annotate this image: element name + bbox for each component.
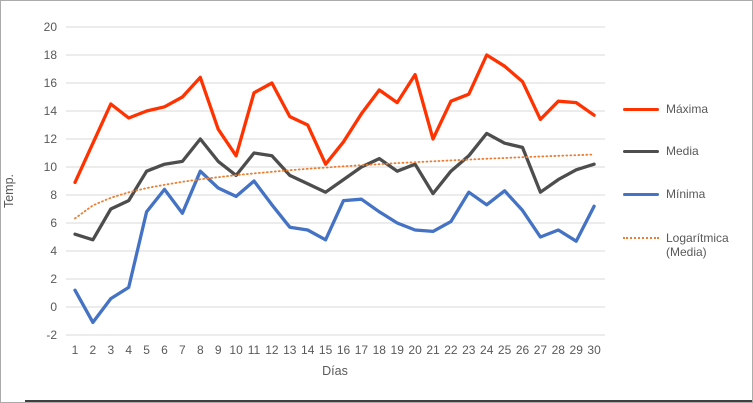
y-tick-label: 0 xyxy=(50,300,57,314)
y-tick-label: 10 xyxy=(44,160,58,174)
x-tick-label: 11 xyxy=(248,343,261,357)
legend-swatch-minima-line xyxy=(623,192,659,196)
x-tick-label: 4 xyxy=(125,343,132,357)
y-tick-label: 2 xyxy=(50,272,57,286)
series-lines xyxy=(73,53,596,325)
series-line-0-data[interactable] xyxy=(73,53,596,185)
series-line-3-trendline[interactable] xyxy=(74,153,595,220)
x-tick-label: 26 xyxy=(516,343,530,357)
x-tick-label: 27 xyxy=(534,343,548,357)
y-tick-label: 18 xyxy=(44,48,58,62)
x-tick-label: 8 xyxy=(197,343,204,357)
x-tick-label: 21 xyxy=(426,343,440,357)
x-tick-label: 25 xyxy=(498,343,512,357)
y-tick-label: 16 xyxy=(44,76,58,90)
x-tick-label: 7 xyxy=(179,343,186,357)
x-tick-label: 13 xyxy=(283,343,297,357)
legend-item-minima[interactable]: Mínima xyxy=(623,187,705,201)
legend-label-minima: Mínima xyxy=(666,187,706,201)
x-tick-label: 16 xyxy=(337,343,351,357)
x-tick-label: 23 xyxy=(462,343,476,357)
x-tick-label: 15 xyxy=(319,343,333,357)
legend-item-maxima[interactable]: Máxima xyxy=(623,102,708,116)
y-tick-label: 6 xyxy=(50,216,57,230)
legend-item-logaritmica[interactable]: Logarítmica (Media) xyxy=(623,231,748,259)
x-tick-label: 29 xyxy=(570,343,584,357)
y-tick-label: -2 xyxy=(46,328,57,342)
x-tick-label: 20 xyxy=(408,343,422,357)
x-tick-label: 14 xyxy=(301,343,315,357)
x-tick-label: 17 xyxy=(355,343,369,357)
legend-swatch-media-line xyxy=(623,149,659,153)
gridlines xyxy=(66,26,605,336)
legend: Máxima Media Mínima Logarítmica (Media) xyxy=(623,1,751,402)
legend-label-media: Media xyxy=(666,144,699,158)
y-axis-title: Temp. xyxy=(2,174,16,208)
x-tick-label: 24 xyxy=(480,343,494,357)
x-tick-label: 2 xyxy=(90,343,97,357)
x-tick-label: 18 xyxy=(373,343,387,357)
x-tick-label: 9 xyxy=(215,343,222,357)
series-line-2-data[interactable] xyxy=(73,169,596,325)
legend-swatch-maxima-line xyxy=(623,107,659,111)
x-axis-title: Días xyxy=(322,364,348,378)
x-axis-tick-labels: 1 2 3 4 5 6 7 8 9 10 11 12 13 14 15 16 17 18 19 20 21 22 23 24 2… xyxy=(72,343,601,357)
x-tick-label: 6 xyxy=(161,343,168,357)
y-tick-label: 8 xyxy=(50,188,57,202)
legend-swatch-logaritmica-dotted-line xyxy=(623,237,659,239)
legend-item-media[interactable]: Media xyxy=(623,144,699,158)
y-tick-label: 4 xyxy=(50,244,57,258)
y-tick-label: 12 xyxy=(44,132,58,146)
x-tick-label: 12 xyxy=(265,343,279,357)
x-tick-label: 19 xyxy=(391,343,405,357)
window-bottom-edge xyxy=(25,400,752,402)
x-tick-label: 22 xyxy=(444,343,458,357)
x-tick-label: 28 xyxy=(552,343,566,357)
x-tick-label: 3 xyxy=(107,343,114,357)
x-tick-label: 30 xyxy=(587,343,601,357)
x-tick-label: 5 xyxy=(143,343,150,357)
legend-label-logaritmica: Logarítmica (Media) xyxy=(666,231,729,260)
series-line-1-data[interactable] xyxy=(73,131,596,242)
legend-label-maxima: Máxima xyxy=(666,102,709,116)
x-tick-label: 1 xyxy=(72,343,79,357)
y-tick-label: 20 xyxy=(44,20,58,34)
x-tick-label: 10 xyxy=(229,343,243,357)
y-tick-label: 14 xyxy=(44,104,58,118)
